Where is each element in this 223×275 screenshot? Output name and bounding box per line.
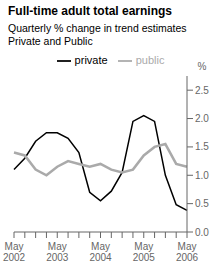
html-text:Full-time adult total earnings: Full-time adult total earnings (8, 4, 172, 18)
svg-text:1.0: 1.0 (195, 170, 209, 181)
html-text:public: public (135, 54, 165, 66)
svg-text:1.5: 1.5 (195, 141, 209, 152)
html-text:private: private (74, 54, 108, 66)
html-text:Private and Public: Private and Public (8, 35, 93, 47)
svg-text:May2003: May2003 (46, 241, 69, 263)
html-text:Quarterly % change in trend es: Quarterly % change in trend estimates (8, 22, 187, 34)
svg-text:May2004: May2004 (89, 241, 112, 263)
svg-text:May2005: May2005 (133, 241, 156, 263)
svg-text:May2006: May2006 (176, 241, 199, 263)
svg-text:0.5: 0.5 (195, 198, 209, 209)
svg-text:0.0: 0.0 (195, 227, 209, 238)
svg-text:2.0: 2.0 (195, 113, 209, 124)
svg-text:2.5: 2.5 (195, 85, 209, 96)
svg-text:%: % (198, 61, 207, 72)
svg-text:May2002: May2002 (8, 241, 26, 263)
